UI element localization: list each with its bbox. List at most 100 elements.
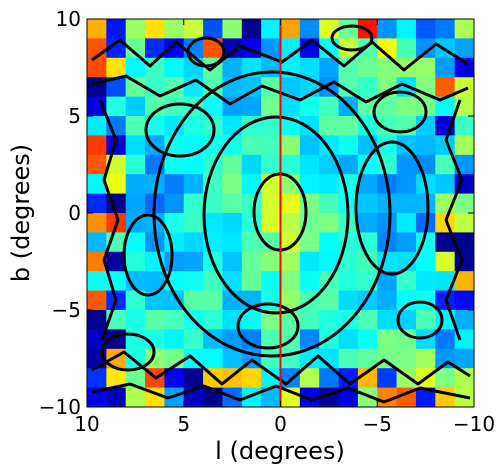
heatmap-cell	[87, 232, 107, 253]
heatmap-cell	[241, 96, 262, 117]
heatmap-cell	[183, 232, 204, 253]
heatmap-cell	[435, 96, 456, 117]
heatmap-cell	[164, 213, 185, 233]
heatmap-cell	[377, 310, 398, 330]
heatmap-cell	[377, 135, 398, 156]
heatmap-cell	[125, 232, 146, 253]
heatmap-cell	[222, 251, 243, 272]
heatmap-cell	[377, 290, 398, 311]
heatmap-cell	[203, 193, 223, 214]
heatmap-cell	[125, 135, 146, 156]
plot-area	[87, 19, 474, 407]
heatmap-cell	[396, 174, 417, 195]
heatmap-cell	[261, 251, 281, 272]
heatmap-cell	[415, 251, 436, 272]
heatmap-cell	[125, 290, 146, 311]
heatmap-cell	[396, 135, 417, 156]
heatmap-cell	[377, 348, 398, 369]
y-axis-label: b (degrees)	[7, 144, 35, 282]
heatmap-cell	[435, 154, 456, 175]
heatmap-cell	[183, 116, 204, 136]
heatmap-cell	[299, 19, 320, 39]
heatmap-cell	[415, 271, 436, 292]
heatmap-cell	[241, 77, 262, 98]
heatmap-cell	[164, 116, 185, 136]
heatmap-cell	[396, 193, 417, 214]
x-tick-label: 0	[274, 412, 287, 436]
heatmap-cell	[338, 154, 359, 175]
heatmap-cell	[396, 154, 417, 175]
x-tick-label: 10	[74, 412, 99, 436]
heatmap-cell	[299, 232, 320, 253]
heatmap-cell	[203, 310, 223, 330]
heatmap-cell	[164, 310, 185, 330]
contour-line	[91, 38, 469, 72]
heatmap-cell	[125, 96, 146, 117]
heatmap-cell	[261, 193, 281, 214]
heatmap-cell	[319, 310, 340, 330]
heatmap-cell	[377, 213, 398, 233]
heatmap-cell	[87, 251, 107, 272]
heatmap-cell	[377, 368, 398, 389]
heatmap-cell	[338, 348, 359, 369]
heatmap-cell	[357, 348, 378, 369]
contour-line	[202, 115, 350, 315]
heatmap-cell	[125, 154, 146, 175]
heatmap-cell	[87, 387, 107, 407]
heatmap-cell	[357, 193, 378, 214]
heatmap-cell	[87, 329, 107, 350]
heatmap-cell	[125, 329, 146, 350]
heatmap-cell	[319, 251, 340, 272]
heatmap-cell	[415, 348, 436, 369]
heatmap-cell	[338, 135, 359, 156]
heatmap-cell	[299, 251, 320, 272]
heatmap-cell	[164, 290, 185, 311]
heatmap-cell	[106, 96, 127, 117]
heatmap-cell	[319, 57, 340, 78]
heatmap-cell	[222, 19, 243, 39]
heatmap-cell	[299, 135, 320, 156]
y-tick-label: −5	[52, 298, 81, 322]
heatmap-cell	[261, 348, 281, 369]
heatmap-cell	[261, 116, 281, 136]
heatmap-cell	[415, 135, 436, 156]
heatmap-cell	[183, 329, 204, 350]
heatmap-cell	[280, 213, 301, 233]
heatmap-cell	[377, 96, 398, 117]
contour-line	[444, 99, 464, 341]
heatmap-cell	[261, 310, 281, 330]
x-tick-label: −5	[363, 412, 392, 436]
heatmap-cell	[338, 116, 359, 136]
heatmap-cell	[222, 174, 243, 195]
heatmap-cell	[338, 57, 359, 78]
heatmap-cell	[435, 368, 456, 389]
heatmap-cell	[87, 310, 107, 330]
heatmap-cell	[222, 38, 243, 59]
heatmap-cell	[241, 154, 262, 175]
heatmap-cell	[183, 19, 204, 39]
heatmap-cell	[319, 290, 340, 311]
heatmap-cell	[145, 96, 165, 117]
contour-line	[152, 70, 392, 358]
contour-line	[396, 300, 444, 340]
heatmap-cell	[396, 232, 417, 253]
heatmap-cell	[319, 213, 340, 233]
heatmap-cell	[357, 329, 378, 350]
heatmap-cell	[435, 251, 456, 272]
heatmap-cell	[261, 290, 281, 311]
heatmap-cell	[415, 19, 436, 39]
y-tick-label: 10	[56, 7, 81, 31]
x-axis: 10 5 0 −5 −10	[74, 19, 495, 436]
heatmap-cell	[338, 271, 359, 292]
heatmap-cell	[222, 290, 243, 311]
y-tick-label: 0	[68, 201, 81, 225]
heatmap-cell	[454, 310, 474, 330]
heatmap-cell	[396, 251, 417, 272]
heatmap-cell	[415, 387, 436, 407]
heatmap-cell	[241, 251, 262, 272]
heatmap-cell	[299, 310, 320, 330]
heatmap-cell	[125, 77, 146, 98]
heatmap-cell	[145, 174, 165, 195]
heatmap-cell	[183, 193, 204, 214]
heatmap-cell	[164, 232, 185, 253]
